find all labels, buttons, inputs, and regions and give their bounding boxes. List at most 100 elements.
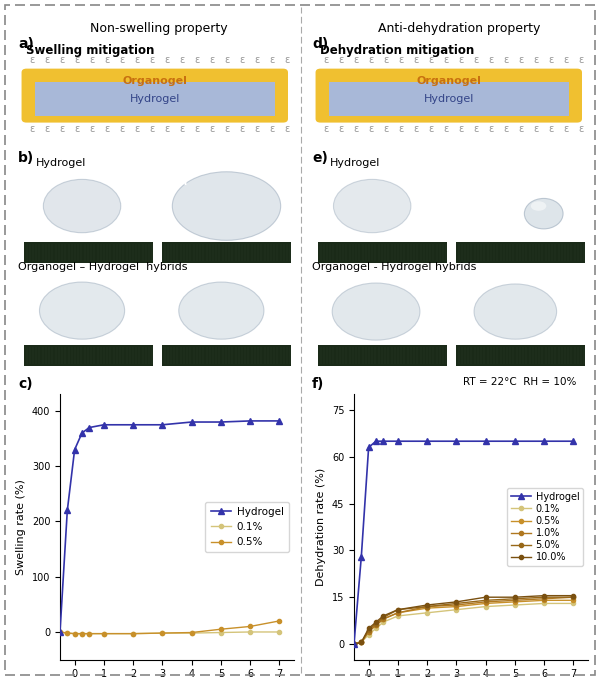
Text: ε: ε: [428, 124, 434, 135]
Text: Hydrogel: Hydrogel: [424, 94, 474, 104]
Text: ε: ε: [548, 124, 554, 135]
Hydrogel: [64, 507, 71, 515]
Text: ε: ε: [518, 124, 524, 135]
Text: ε: ε: [194, 55, 200, 65]
1.0%: [453, 601, 460, 609]
Text: Organogel – Hydrogel  hybrids: Organogel – Hydrogel hybrids: [18, 262, 187, 273]
Text: ε: ε: [224, 55, 230, 65]
0.5%: [394, 609, 401, 617]
0.1%: [79, 630, 86, 638]
Legend: Hydrogel, 0.1%, 0.5%, 1.0%, 5.0%, 10.0%: Hydrogel, 0.1%, 0.5%, 1.0%, 5.0%, 10.0%: [508, 488, 583, 566]
Hydrogel: [247, 417, 254, 425]
Bar: [24, 242, 153, 263]
Text: ε: ε: [473, 55, 479, 65]
Hydrogel: [159, 421, 166, 429]
Bar: [329, 82, 569, 116]
Bar: [456, 242, 585, 263]
Text: ε: ε: [239, 55, 245, 65]
Bar: [456, 345, 585, 366]
Hydrogel: [373, 437, 380, 445]
0.5%: [217, 625, 224, 633]
0.1%: [71, 630, 78, 638]
Text: 1 h: 1 h: [170, 177, 187, 188]
Text: ε: ε: [338, 124, 344, 135]
Line: 5.0%: 5.0%: [352, 595, 575, 646]
0.1%: [159, 629, 166, 637]
Text: ε: ε: [533, 55, 539, 65]
Text: ε: ε: [383, 55, 389, 65]
Text: ε: ε: [443, 124, 449, 135]
Ellipse shape: [40, 282, 125, 339]
Bar: [318, 242, 447, 263]
Text: ε: ε: [284, 124, 290, 135]
Line: 0.5%: 0.5%: [352, 598, 575, 646]
Text: ε: ε: [383, 124, 389, 135]
Text: b): b): [18, 151, 34, 165]
Ellipse shape: [474, 284, 557, 339]
10.0%: [424, 601, 431, 609]
Line: Hydrogel: Hydrogel: [351, 439, 576, 647]
10.0%: [373, 618, 380, 626]
Text: ε: ε: [104, 55, 110, 65]
Text: Non-swelling property: Non-swelling property: [90, 22, 228, 35]
Text: ε: ε: [488, 124, 494, 135]
0.5%: [453, 602, 460, 611]
Text: ε: ε: [473, 124, 479, 135]
0.1%: [188, 629, 195, 637]
Text: Hydrogel: Hydrogel: [130, 94, 180, 104]
Text: ε: ε: [269, 124, 275, 135]
Text: ε: ε: [368, 55, 374, 65]
0.5%: [373, 622, 380, 630]
0.5%: [482, 599, 489, 607]
10.0%: [482, 593, 489, 601]
Text: Organogel - Hydrogel hybrids: Organogel - Hydrogel hybrids: [312, 262, 476, 273]
Hydrogel: [482, 437, 489, 445]
10.0%: [380, 612, 387, 620]
0.5%: [358, 639, 365, 647]
Text: Organogel: Organogel: [122, 76, 187, 86]
Text: ε: ε: [119, 124, 125, 135]
0.1%: [570, 599, 577, 607]
1.0%: [380, 615, 387, 623]
0.5%: [247, 622, 254, 630]
Ellipse shape: [524, 199, 563, 229]
Hydrogel: [365, 443, 372, 452]
Text: ε: ε: [179, 55, 185, 65]
Text: ε: ε: [443, 55, 449, 65]
Text: ε: ε: [578, 124, 584, 135]
1.0%: [350, 640, 358, 648]
Text: ε: ε: [398, 124, 404, 135]
FancyBboxPatch shape: [316, 69, 582, 122]
Text: 1 h: 1 h: [464, 177, 481, 188]
0.5%: [276, 617, 283, 625]
0.1%: [217, 628, 224, 636]
0.5%: [159, 629, 166, 637]
5.0%: [570, 593, 577, 601]
0.1%: [100, 630, 107, 638]
0.1%: [365, 630, 372, 639]
Text: ε: ε: [164, 124, 170, 135]
Hydrogel: [100, 421, 107, 429]
0.1%: [482, 602, 489, 611]
Text: ε: ε: [428, 55, 434, 65]
0.5%: [365, 628, 372, 636]
Text: ε: ε: [269, 55, 275, 65]
1.0%: [482, 598, 489, 606]
Text: 0 h: 0 h: [32, 177, 49, 188]
10.0%: [394, 606, 401, 614]
1.0%: [424, 602, 431, 611]
Ellipse shape: [179, 282, 264, 339]
Ellipse shape: [43, 180, 121, 233]
Hydrogel: [188, 418, 195, 426]
Text: 0 h: 0 h: [326, 177, 343, 188]
5.0%: [541, 593, 548, 601]
0.1%: [56, 628, 64, 636]
0.5%: [79, 630, 86, 638]
Hydrogel: [453, 437, 460, 445]
Text: ε: ε: [533, 124, 539, 135]
0.1%: [541, 599, 548, 607]
1.0%: [373, 622, 380, 630]
Text: 0 h: 0 h: [326, 280, 343, 290]
Text: ε: ε: [224, 124, 230, 135]
Line: 0.1%: 0.1%: [58, 630, 281, 636]
